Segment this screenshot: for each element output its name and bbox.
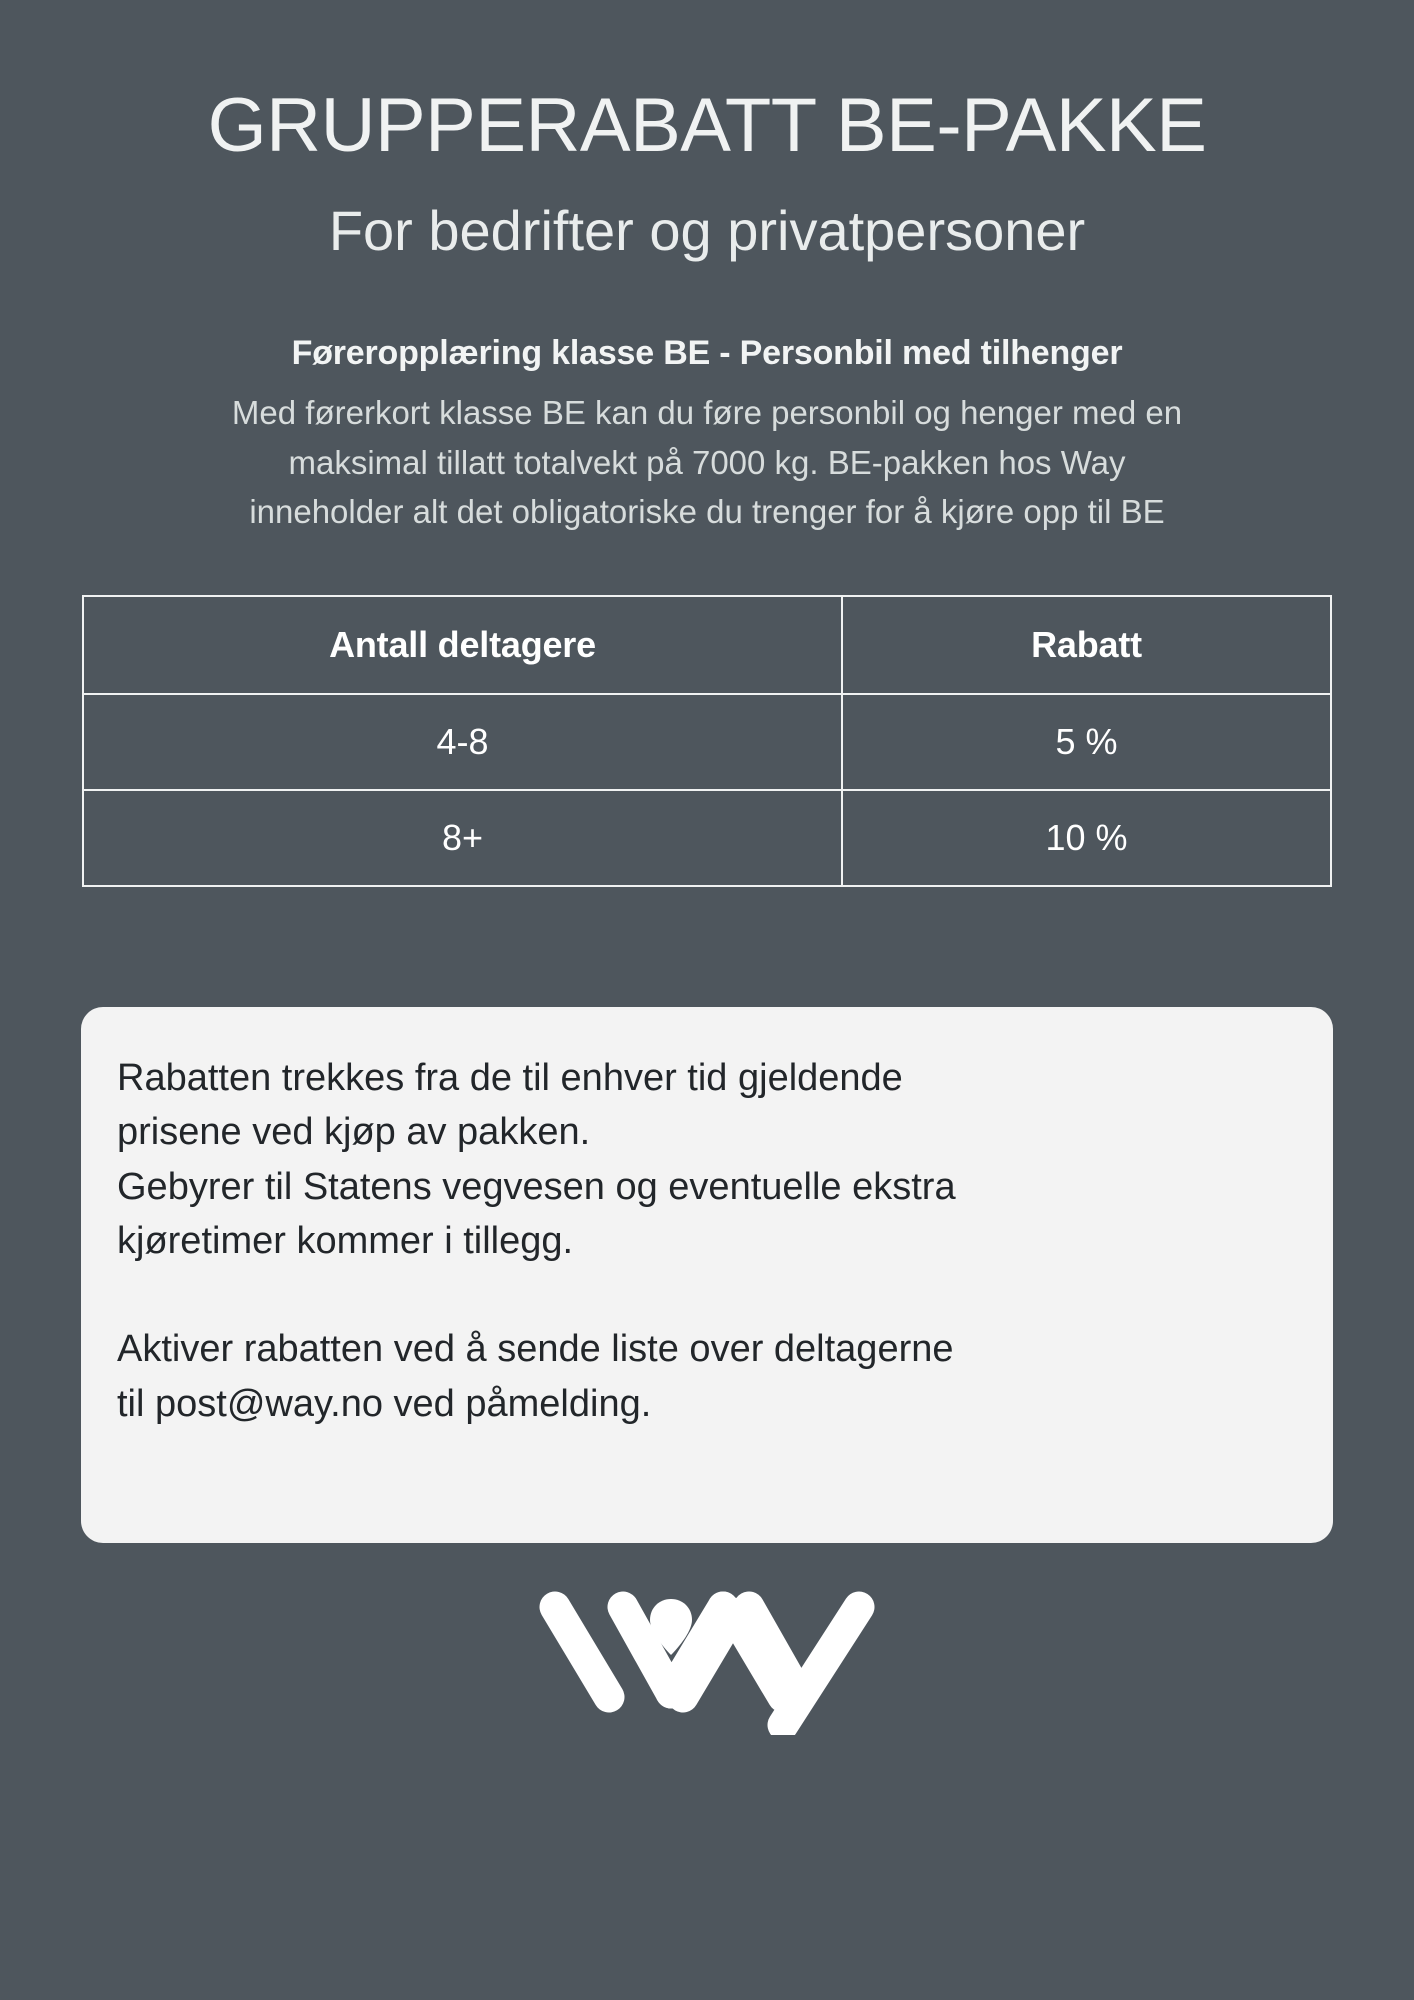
info-line-2: prisene ved kjøp av pakken. bbox=[117, 1111, 591, 1154]
intro-body: Med førerkort klasse BE kan du føre pers… bbox=[62, 388, 1352, 537]
intro-line-1: Med førerkort klasse BE kan du føre pers… bbox=[231, 394, 1183, 432]
table-row: 8+ 10 % bbox=[84, 788, 1330, 885]
info-line-4: kjøretimer kommer i tillegg. bbox=[117, 1219, 574, 1262]
way-logo-icon bbox=[539, 1591, 875, 1735]
page-title: GRUPPERABATT BE-PAKKE bbox=[207, 83, 1207, 168]
table-cell-discount: 10 % bbox=[841, 790, 1330, 885]
intro-section: Føreropplæring klasse BE - Personbil med… bbox=[62, 331, 1352, 537]
way-logo-dot-icon bbox=[650, 1598, 692, 1655]
table-cell-discount: 5 % bbox=[841, 694, 1330, 789]
page-subtitle: For bedrifter og privatpersoner bbox=[328, 198, 1086, 262]
discount-table: Antall deltagere Rabatt 4-8 5 % 8+ 10 % bbox=[82, 594, 1332, 887]
intro-heading: Føreropplæring klasse BE - Personbil med… bbox=[291, 333, 1123, 372]
table-header-rabatt: Rabatt bbox=[841, 596, 1330, 693]
info-line-6: til post@way.no ved påmelding. bbox=[117, 1382, 652, 1425]
footer-logo-area bbox=[0, 1585, 1414, 1735]
info-card-spacer bbox=[117, 1268, 1297, 1322]
info-line-5: Aktiver rabatten ved å sende liste over … bbox=[117, 1328, 954, 1371]
intro-line-2: maksimal tillatt totalvekt på 7000 kg. B… bbox=[288, 443, 1126, 481]
intro-line-3: inneholder alt det obligatoriske du tren… bbox=[249, 493, 1165, 531]
info-line-3: Gebyrer til Statens vegvesen og eventuel… bbox=[117, 1165, 956, 1208]
table-cell-participants: 4-8 bbox=[436, 720, 489, 762]
table-header-row: Antall deltagere Rabatt bbox=[84, 596, 1330, 693]
info-card: Rabatten trekkes fra de til enhver tid g… bbox=[81, 1006, 1333, 1543]
info-line-1: Rabatten trekkes fra de til enhver tid g… bbox=[117, 1056, 903, 1099]
table-cell-participants: 8+ bbox=[441, 816, 484, 858]
table-row: 4-8 5 % bbox=[84, 692, 1330, 789]
table-header-antall-deltagere: Antall deltagere bbox=[329, 623, 596, 665]
